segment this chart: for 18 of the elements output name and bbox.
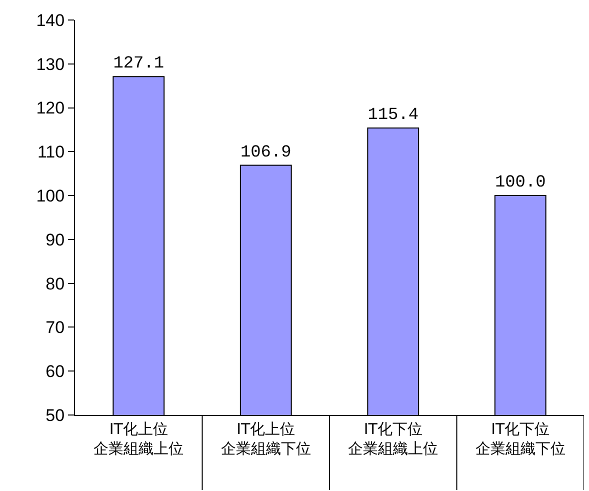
data-label: 127.1 — [113, 54, 164, 74]
x-tick-label: IT化下位企業組織上位 — [348, 420, 438, 458]
x-tick-label: IT化上位企業組織上位 — [94, 420, 184, 458]
y-tick-label: 140 — [36, 10, 65, 30]
data-label: 115.4 — [368, 106, 419, 125]
y-tick-label: 120 — [36, 98, 65, 118]
y-tick-label: 50 — [46, 406, 65, 425]
data-label: 100.0 — [494, 174, 546, 193]
y-tick-label: 130 — [36, 54, 65, 74]
x-tick-label: IT化下位企業組織下位 — [475, 420, 566, 458]
y-tick-label: 90 — [46, 230, 65, 250]
x-tick-label: IT化上位企業組織下位 — [220, 420, 311, 458]
y-tick-label: 80 — [46, 274, 65, 294]
data-label: 106.9 — [240, 143, 292, 162]
y-tick-label: 60 — [46, 362, 65, 382]
y-tick-label: 70 — [46, 318, 65, 338]
y-tick-label: 110 — [37, 142, 65, 162]
y-tick-label: 100 — [36, 186, 65, 206]
